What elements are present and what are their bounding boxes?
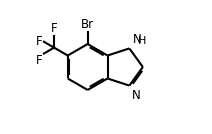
Text: N: N <box>132 89 141 102</box>
Text: F: F <box>36 54 43 67</box>
Text: F: F <box>36 35 43 48</box>
Text: H: H <box>138 36 146 46</box>
Text: Br: Br <box>81 18 94 31</box>
Text: N: N <box>133 33 141 46</box>
Text: F: F <box>51 22 57 35</box>
